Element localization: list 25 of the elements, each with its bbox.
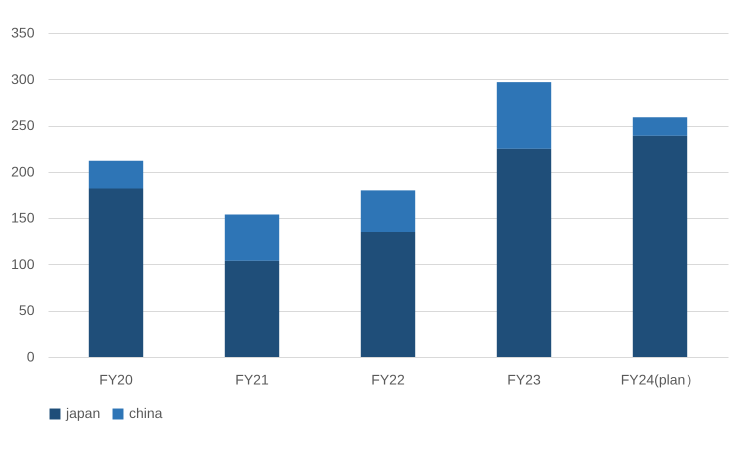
bar xyxy=(224,214,280,261)
x-tick-label: FY23 xyxy=(507,372,541,388)
bar xyxy=(360,190,416,232)
x-tick-label: FY24(plan） xyxy=(620,372,700,388)
x-tick-label: FY21 xyxy=(235,372,269,388)
bar xyxy=(360,232,416,357)
x-tick-label: FY22 xyxy=(371,372,405,388)
bar xyxy=(632,117,688,136)
y-tick-label: 50 xyxy=(18,302,35,318)
y-tick-label: 150 xyxy=(11,210,35,226)
y-tick-label: 0 xyxy=(26,348,35,364)
y-tick-label: 200 xyxy=(11,163,35,180)
bar xyxy=(496,82,552,149)
legend-label: japan xyxy=(65,405,100,421)
bar xyxy=(88,188,144,357)
y-tick-label: 100 xyxy=(11,256,35,272)
legend-label: china xyxy=(129,405,163,421)
bar xyxy=(496,148,552,357)
bar xyxy=(632,136,688,357)
y-tick-label: 350 xyxy=(11,24,35,40)
y-tick-label: 250 xyxy=(11,117,35,134)
x-tick-label: FY20 xyxy=(99,372,133,388)
bar xyxy=(224,260,280,357)
y-tick-label: 300 xyxy=(11,70,35,87)
bar xyxy=(88,160,144,189)
